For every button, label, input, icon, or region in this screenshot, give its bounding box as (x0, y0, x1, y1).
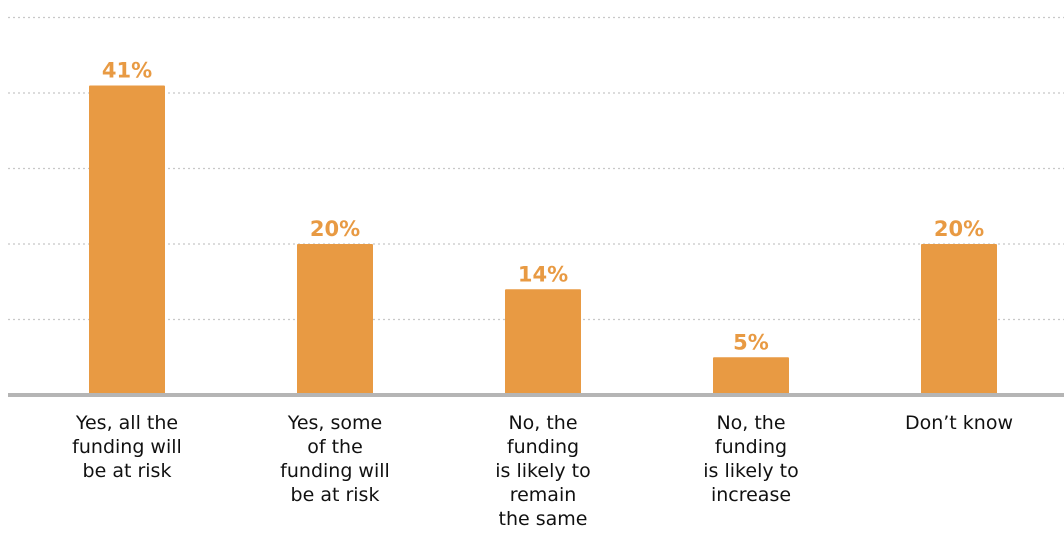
bar (713, 357, 789, 395)
category-label-line: No, the (716, 412, 785, 434)
bar (297, 244, 373, 395)
gridlines (8, 16, 1064, 321)
category-label: Yes, some of the funding will be at risk (280, 412, 390, 506)
category-label-line: funding will (72, 436, 182, 458)
category-label-line: No, the (508, 412, 577, 434)
category-label-line: funding will (280, 460, 390, 482)
category-label-line: is likely to (495, 460, 590, 482)
category-label-line: be at risk (83, 460, 172, 482)
category-label-line: is likely to (703, 460, 798, 482)
data-label: 14% (518, 262, 568, 286)
category-label-line: Yes, some (287, 412, 382, 434)
category-label: Yes, all the funding will be at risk (72, 412, 182, 482)
category-label-line: remain (510, 484, 577, 506)
data-label: 5% (733, 330, 769, 354)
bar (505, 289, 581, 395)
category-label-line: Don’t know (905, 412, 1013, 434)
category-label: No, the funding is likely to increase (703, 412, 798, 506)
category-label-line: Yes, all the (75, 412, 178, 434)
category-label-line: be at risk (291, 484, 380, 506)
bars (89, 85, 997, 395)
category-label-line: funding (507, 436, 579, 458)
category-label-line: funding (715, 436, 787, 458)
category-label-line: increase (711, 484, 791, 506)
data-label: 20% (310, 217, 360, 241)
bar (921, 244, 997, 395)
data-label: 20% (934, 217, 984, 241)
category-label: Don’t know (905, 412, 1013, 434)
category-label-line: of the (307, 436, 363, 458)
category-label: No, the funding is likely to remain the same (495, 412, 590, 530)
bar (89, 85, 165, 395)
data-label: 41% (102, 58, 152, 82)
category-label-line: the same (499, 508, 588, 530)
value-labels: 41% 20% 14% 5% 20% (102, 58, 984, 354)
